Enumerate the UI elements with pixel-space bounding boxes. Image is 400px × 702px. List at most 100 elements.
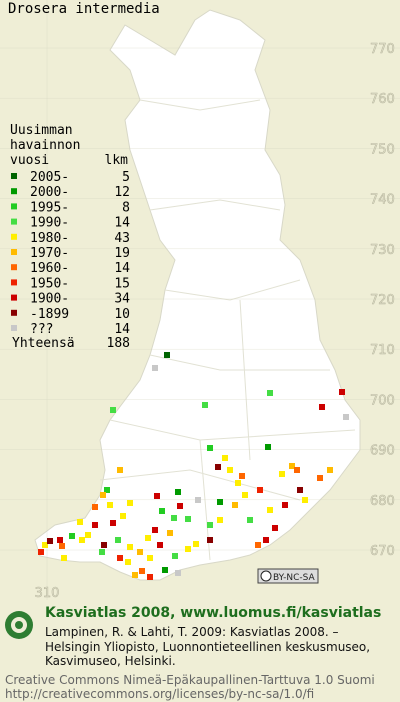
north-label: 750 bbox=[370, 142, 395, 157]
legend-count: 14 bbox=[114, 261, 130, 276]
occurrence bbox=[167, 530, 173, 536]
occurrence bbox=[272, 525, 278, 531]
occurrence bbox=[77, 519, 83, 525]
legend-count: 34 bbox=[114, 292, 130, 307]
occurrence bbox=[127, 544, 133, 550]
north-label: 720 bbox=[370, 293, 395, 308]
citation: Kasvimuseo, Helsinki. bbox=[45, 654, 176, 668]
occurrences bbox=[38, 352, 349, 580]
north-label: 730 bbox=[370, 243, 395, 258]
occurrence bbox=[69, 533, 75, 539]
occurrence bbox=[302, 497, 308, 503]
occurrence bbox=[267, 507, 273, 513]
occurrence bbox=[193, 541, 199, 547]
occurrence bbox=[147, 574, 153, 580]
occurrence bbox=[92, 504, 98, 510]
legend-swatch bbox=[11, 264, 17, 271]
legend-count: 14 bbox=[114, 216, 130, 231]
occurrence bbox=[327, 467, 333, 473]
north-label: 760 bbox=[370, 92, 395, 107]
occurrence bbox=[164, 352, 170, 358]
legend-swatch bbox=[11, 249, 17, 255]
occurrence bbox=[235, 480, 241, 486]
north-label: 770 bbox=[370, 42, 395, 57]
legend-swatch bbox=[11, 188, 17, 195]
occurrence bbox=[195, 497, 201, 503]
legend-heading: Uusimman bbox=[10, 123, 73, 138]
occurrence bbox=[152, 527, 158, 533]
legend: Uusimman havainnon vuosi lkm Yhteensä 18… bbox=[10, 123, 130, 351]
occurrence bbox=[115, 537, 121, 543]
occurrence bbox=[104, 487, 110, 493]
legend-count: 15 bbox=[114, 276, 130, 291]
occurrence bbox=[127, 500, 133, 506]
legend-label: 1900- bbox=[30, 292, 69, 307]
occurrence bbox=[265, 444, 271, 450]
occurrence bbox=[145, 535, 151, 541]
occurrence bbox=[294, 467, 300, 473]
cc-icon bbox=[260, 570, 272, 582]
license: http://creativecommons.org/licenses/by-n… bbox=[5, 687, 314, 701]
occurrence bbox=[319, 404, 325, 410]
occurrence bbox=[38, 549, 44, 555]
east-label: 310 bbox=[35, 586, 60, 601]
legend-label: 1995- bbox=[30, 200, 69, 215]
occurrence bbox=[207, 445, 213, 451]
occurrence bbox=[339, 389, 345, 395]
occurrence bbox=[137, 549, 143, 555]
occurrence bbox=[152, 365, 158, 371]
north-label: 680 bbox=[370, 494, 395, 509]
occurrence bbox=[257, 487, 263, 493]
occurrence bbox=[157, 542, 163, 548]
legend-heading: havainnon bbox=[10, 138, 80, 153]
occurrence bbox=[101, 542, 107, 548]
badge-box bbox=[257, 568, 319, 584]
occurrence bbox=[185, 546, 191, 552]
legend-swatch bbox=[11, 173, 17, 179]
legend-label: 1990- bbox=[30, 216, 69, 231]
occurrence bbox=[215, 464, 221, 470]
north-label: 700 bbox=[370, 393, 395, 408]
brand: Kasviatlas 2008, www.luomus.fi/kasviatla… bbox=[45, 605, 381, 621]
occurrence bbox=[343, 414, 349, 420]
occurrence bbox=[239, 473, 245, 479]
legend-count: 12 bbox=[114, 185, 130, 200]
legend-swatch bbox=[11, 203, 17, 210]
legend-count: 8 bbox=[122, 200, 130, 215]
legend-total: 188 bbox=[107, 336, 130, 351]
occurrence bbox=[175, 570, 181, 576]
legend-label: 2000- bbox=[30, 185, 69, 200]
occurrence bbox=[100, 492, 106, 498]
occurrence bbox=[61, 555, 67, 561]
north-label: 670 bbox=[370, 544, 395, 559]
occurrence bbox=[110, 520, 116, 526]
north-label: 710 bbox=[370, 343, 395, 358]
legend-label: -1899 bbox=[30, 307, 69, 322]
legend-count: 43 bbox=[114, 231, 130, 246]
logo-core bbox=[15, 621, 23, 629]
occurrence bbox=[217, 517, 223, 523]
occurrence bbox=[185, 516, 191, 522]
north-label: 690 bbox=[370, 444, 395, 459]
logo bbox=[5, 611, 33, 639]
occurrence bbox=[117, 555, 123, 561]
occurrence bbox=[207, 537, 213, 543]
occurrence bbox=[177, 503, 183, 509]
occurrence bbox=[120, 513, 126, 519]
legend-swatch bbox=[11, 309, 17, 316]
occurrence bbox=[42, 542, 48, 548]
occurrence bbox=[47, 538, 53, 544]
grid: 7707607507407307207107006906806703103203… bbox=[0, 0, 400, 601]
occurrence bbox=[282, 502, 288, 508]
occurrence bbox=[132, 572, 138, 578]
occurrence bbox=[162, 567, 168, 573]
occurrence bbox=[172, 553, 178, 559]
legend-label: 2005- bbox=[30, 170, 69, 185]
occurrence bbox=[217, 499, 223, 505]
occurrence bbox=[171, 515, 177, 521]
occurrence bbox=[147, 555, 153, 561]
legend-label: 1980- bbox=[30, 231, 69, 246]
legend-label: 1970- bbox=[30, 246, 69, 261]
occurrence bbox=[289, 463, 295, 469]
